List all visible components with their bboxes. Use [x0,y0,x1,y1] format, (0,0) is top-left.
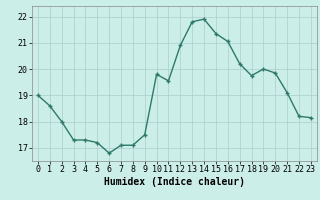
X-axis label: Humidex (Indice chaleur): Humidex (Indice chaleur) [104,177,245,187]
